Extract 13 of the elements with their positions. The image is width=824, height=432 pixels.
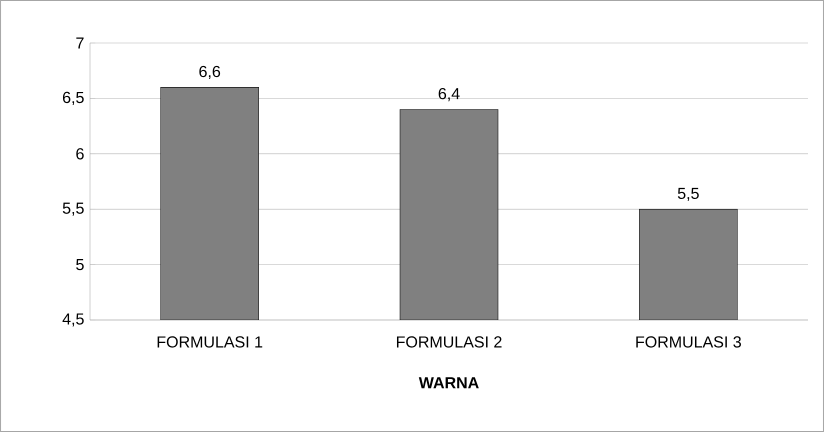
y-tick-label: 5 — [76, 259, 84, 270]
y-tick-label: 7 — [76, 38, 84, 48]
data-label: 6,6 — [199, 66, 220, 80]
data-label: 6,4 — [438, 88, 460, 102]
x-tick-label: FORMULASI 2 — [396, 336, 502, 348]
y-tick-label: 6,5 — [62, 92, 84, 106]
x-tick-label: FORMULASI 1 — [158, 336, 262, 348]
x-axis-title: WARNA — [418, 377, 479, 388]
y-tick-label: 4,5 — [62, 313, 84, 327]
y-tick-label: 6 — [76, 148, 84, 160]
x-tick-label: FORMULASI 3 — [636, 336, 741, 348]
y-tick-label: 5,5 — [62, 202, 84, 216]
data-label: 5,5 — [678, 188, 699, 201]
